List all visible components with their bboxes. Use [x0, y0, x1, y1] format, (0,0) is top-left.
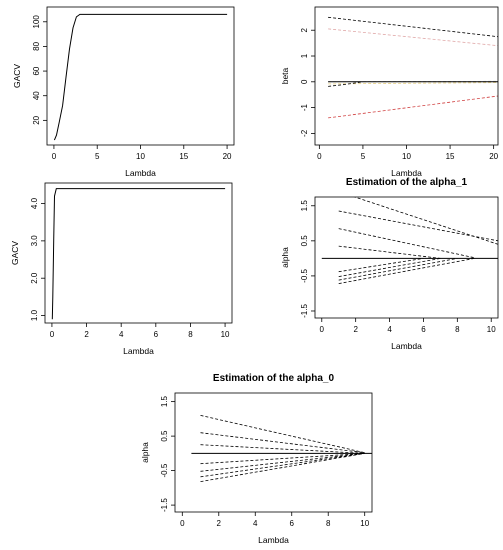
plot-box [314, 6, 499, 146]
y-tick-label: -1.5 [300, 304, 309, 318]
x-tick-label: 10 [402, 152, 411, 161]
y-tick-label: 4.0 [30, 197, 39, 209]
series-line-4 [338, 245, 441, 259]
y-tick-label: 100 [32, 15, 41, 29]
y-tick-label: -1 [300, 103, 309, 111]
chart-title: Estimation of the alpha_0 [213, 373, 335, 384]
x-tick-label: 8 [455, 325, 460, 334]
series-line-2 [328, 28, 498, 47]
y-tick-label: -2 [300, 129, 309, 137]
chart-panel-3: 0 2 4 6 8 10 1.0 2.0 3.0 4.0 Lambda GACV [10, 182, 233, 356]
series-line-4 [328, 82, 498, 85]
chart-panel-2: 0 5 10 15 20 -2 -1 0 1 2 Lambda beta [280, 6, 499, 178]
series-line-2 [338, 210, 498, 242]
series-line-1 [51, 188, 226, 320]
series-line-8 [338, 258, 475, 284]
y-axis-label: alpha [140, 442, 150, 463]
plot-box [314, 196, 499, 319]
x-tick-label: 15 [446, 152, 455, 161]
x-tick-label: 20 [489, 152, 498, 161]
x-tick-label: 0 [320, 325, 325, 334]
y-axis-label: beta [280, 67, 290, 84]
chart-title: Estimation of the alpha_1 [346, 177, 468, 188]
series-line-2 [200, 432, 365, 454]
chart-panel-5: 0 2 4 6 8 10 -1.5 -0.5 0.5 1.5 Lambda alpha Estimati… [140, 373, 373, 545]
y-axis-label: GACV [10, 241, 20, 265]
plot-box [44, 182, 233, 324]
x-tick-label: 2 [84, 330, 89, 339]
x-tick-label: 10 [221, 330, 230, 339]
y-tick-label: -0.5 [300, 268, 309, 282]
y-axis-label: alpha [280, 247, 290, 268]
x-axis-label: Lambda [125, 168, 156, 178]
y-tick-label: 2.0 [30, 272, 39, 284]
y-tick-label: 0.5 [300, 235, 309, 247]
x-tick-label: 20 [223, 152, 232, 161]
x-tick-label: 0 [180, 519, 185, 528]
x-tick-label: 2 [353, 325, 358, 334]
x-tick-label: 4 [119, 330, 124, 339]
x-tick-label: 10 [136, 152, 145, 161]
series-line-7 [338, 258, 458, 281]
x-tick-label: 5 [361, 152, 366, 161]
series-line-5 [328, 81, 363, 87]
series-line-1 [328, 16, 498, 38]
x-axis-label: Lambda [258, 535, 289, 545]
series-line-1 [53, 13, 228, 141]
plot-box [174, 392, 373, 513]
y-tick-label: 1.0 [30, 309, 39, 321]
y-tick-label: 1.5 [300, 200, 309, 212]
y-tick-label: 0 [300, 79, 309, 84]
y-tick-label: 1 [300, 53, 309, 58]
series-line-1 [353, 197, 498, 245]
y-tick-label: 3.0 [30, 235, 39, 247]
series-line-7 [200, 453, 365, 482]
x-tick-label: 2 [217, 519, 222, 528]
series-line-6 [200, 453, 365, 478]
y-axis-label: GACV [12, 64, 22, 88]
plot-box [46, 6, 235, 146]
x-tick-label: 0 [50, 330, 55, 339]
chart-panel-1: 0 5 10 15 20 20 40 60 80 100 Lambda GACV [12, 6, 235, 178]
y-tick-label: 1.5 [160, 396, 169, 408]
x-tick-label: 15 [179, 152, 188, 161]
series-line-1 [200, 415, 365, 454]
x-tick-label: 6 [154, 330, 159, 339]
x-axis-label: Lambda [391, 168, 422, 178]
x-tick-label: 6 [421, 325, 426, 334]
x-tick-label: 8 [326, 519, 331, 528]
series-line-6 [338, 258, 441, 277]
y-tick-label: 60 [32, 66, 41, 75]
y-tick-label: 40 [32, 91, 41, 100]
series-line-6 [328, 95, 498, 119]
y-tick-label: -0.5 [160, 463, 169, 477]
series-line-3 [338, 228, 475, 259]
y-tick-label: -1.5 [160, 498, 169, 512]
series-line-5 [338, 258, 424, 273]
y-tick-label: 0.5 [160, 430, 169, 442]
x-tick-label: 6 [290, 519, 295, 528]
series-line-4 [200, 453, 365, 465]
x-tick-label: 0 [52, 152, 57, 161]
y-tick-label: 2 [300, 27, 309, 32]
y-tick-label: 20 [32, 115, 41, 124]
x-axis-label: Lambda [123, 346, 154, 356]
x-axis-label: Lambda [391, 341, 422, 351]
x-tick-label: 8 [188, 330, 193, 339]
x-tick-label: 5 [95, 152, 100, 161]
x-tick-label: 4 [253, 519, 258, 528]
series-line-3 [200, 444, 365, 454]
chart-panel-4: 0 2 4 6 8 10 -1.5 -0.5 0.5 1.5 Lambda alpha Estimati… [280, 177, 499, 351]
x-tick-label: 10 [360, 519, 369, 528]
series-line-5 [200, 453, 365, 472]
y-tick-label: 80 [32, 41, 41, 50]
x-tick-label: 4 [387, 325, 392, 334]
x-tick-label: 10 [487, 325, 496, 334]
x-tick-label: 0 [317, 152, 322, 161]
